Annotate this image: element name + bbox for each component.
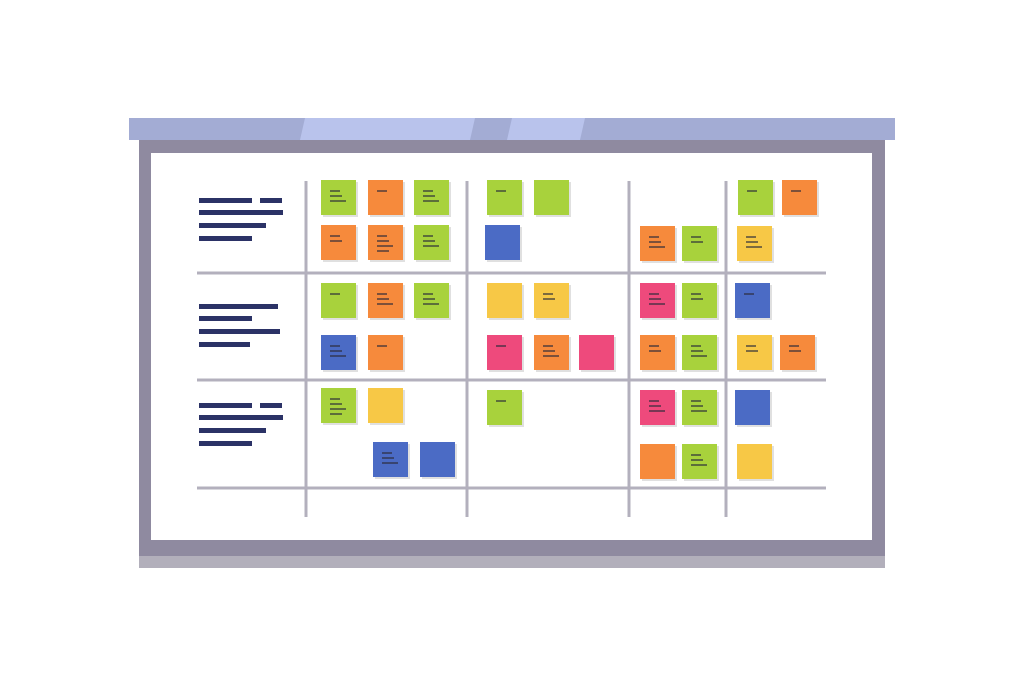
sticky-note <box>737 226 772 261</box>
header-line <box>199 316 252 321</box>
sticky-note <box>640 335 675 370</box>
header-line <box>199 223 266 228</box>
sticky-note <box>373 442 408 477</box>
header-line <box>199 342 250 347</box>
sticky-note <box>534 283 569 318</box>
header-line <box>199 236 252 241</box>
header-line <box>260 403 282 408</box>
sticky-note <box>368 388 403 423</box>
sticky-note <box>487 180 522 215</box>
board-base <box>139 556 885 568</box>
sticky-note <box>368 335 403 370</box>
sticky-note <box>640 390 675 425</box>
sticky-note <box>640 444 675 479</box>
sticky-note <box>534 180 569 215</box>
sticky-note <box>735 283 770 318</box>
header-line <box>260 198 282 203</box>
sticky-note <box>420 442 455 477</box>
sticky-note <box>321 283 356 318</box>
sticky-note <box>321 335 356 370</box>
sticky-note <box>737 335 772 370</box>
sticky-note <box>414 225 449 260</box>
sticky-note <box>534 335 569 370</box>
sticky-note <box>368 225 403 260</box>
sticky-note <box>640 283 675 318</box>
header-line <box>199 441 252 446</box>
header-line <box>199 428 266 433</box>
sticky-notes <box>321 180 819 481</box>
rail-highlight <box>300 118 475 140</box>
header-line <box>199 210 283 215</box>
sticky-note <box>782 180 817 215</box>
sticky-note <box>682 390 717 425</box>
sticky-note <box>321 388 356 423</box>
sticky-note <box>368 180 403 215</box>
rail-highlight <box>507 118 585 140</box>
sticky-note <box>487 390 522 425</box>
sticky-note <box>682 335 717 370</box>
sticky-note <box>737 444 772 479</box>
sticky-note <box>682 444 717 479</box>
row-headers <box>199 198 283 446</box>
sticky-note <box>414 283 449 318</box>
sticky-note <box>414 180 449 215</box>
header-line <box>199 415 283 420</box>
sticky-note <box>579 335 614 370</box>
grid <box>197 181 826 517</box>
sticky-note <box>682 226 717 261</box>
sticky-note <box>735 390 770 425</box>
header-line <box>199 403 252 408</box>
sticky-note <box>321 180 356 215</box>
sticky-note <box>487 283 522 318</box>
header-line <box>199 329 280 334</box>
header-line <box>199 304 278 309</box>
sticky-note <box>487 335 522 370</box>
sticky-note <box>368 283 403 318</box>
sticky-note <box>682 283 717 318</box>
header-line <box>199 198 252 203</box>
sticky-note <box>321 225 356 260</box>
sticky-note <box>780 335 815 370</box>
sticky-note <box>485 225 520 260</box>
sticky-note <box>640 226 675 261</box>
sticky-note <box>738 180 773 215</box>
